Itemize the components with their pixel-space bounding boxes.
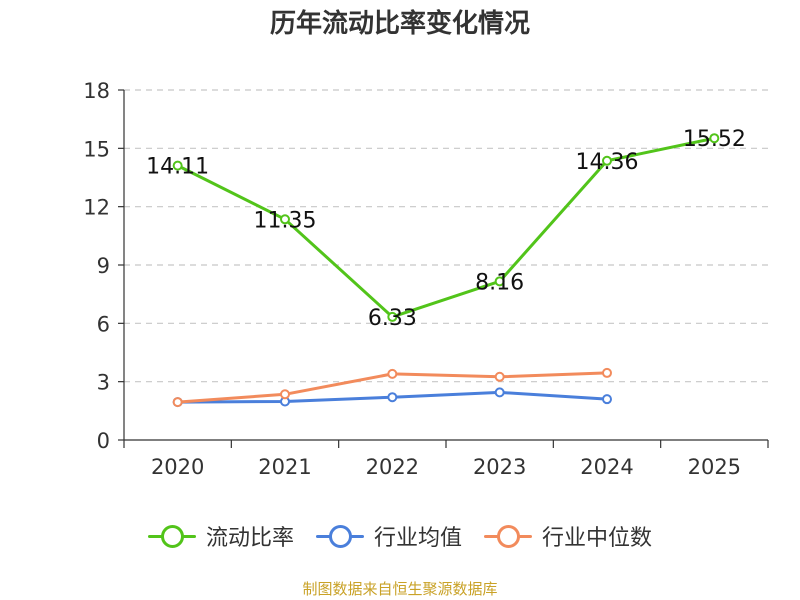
y-tick-label: 6 <box>97 312 110 336</box>
y-tick-label: 12 <box>83 196 110 220</box>
legend-marker-icon <box>147 524 196 548</box>
series-line <box>176 136 716 319</box>
data-point <box>387 311 398 322</box>
y-tick-label: 15 <box>83 137 110 161</box>
data-source-note: 制图数据来自恒生聚源数据库 <box>302 580 498 598</box>
x-tick-label: 2023 <box>473 455 526 479</box>
data-point <box>494 387 505 398</box>
line-chart: 0 3 6 9 12 15 18 2020 2021 2022 2023 2024 2025 14.11 1… <box>83 79 769 479</box>
data-point <box>494 276 505 287</box>
chart-legend: 流动比率 行业均值 行业中位数 <box>0 518 800 554</box>
x-tick-label: 2021 <box>258 455 311 479</box>
legend-item[interactable]: 流动比率 <box>147 520 294 552</box>
x-tick-label: 2025 <box>688 455 741 479</box>
legend-item[interactable]: 行业中位数 <box>484 520 652 552</box>
y-tick-label: 18 <box>83 79 110 103</box>
legend-item[interactable]: 行业均值 <box>315 520 462 552</box>
data-point <box>602 367 612 378</box>
data-point <box>602 155 612 166</box>
data-label: 14.11 <box>146 155 209 180</box>
legend-marker-icon <box>484 524 532 548</box>
data-point <box>602 394 612 405</box>
data-point <box>280 389 290 400</box>
data-point <box>494 371 505 382</box>
data-label: 8.16 <box>475 270 524 295</box>
y-tick-label: 9 <box>97 254 110 278</box>
x-tick-label: 2020 <box>151 455 204 479</box>
data-point <box>172 160 183 171</box>
y-tick-label: 3 <box>97 371 110 395</box>
y-tick-label: 0 <box>97 429 110 453</box>
x-tick-label: 2024 <box>580 455 633 479</box>
legend-label: 行业中位数 <box>542 526 653 551</box>
x-tick-label: 2022 <box>366 455 419 479</box>
data-label: 11.35 <box>254 208 317 233</box>
legend-label: 流动比率 <box>205 526 294 551</box>
data-point <box>387 368 398 379</box>
data-point <box>280 214 290 225</box>
legend-marker-icon <box>315 524 364 548</box>
data-label: 14.36 <box>576 150 639 175</box>
legend-label: 行业均值 <box>373 526 462 551</box>
data-point <box>172 397 183 408</box>
data-point <box>387 392 398 403</box>
chart-title: 历年流动比率变化情况 <box>269 9 530 39</box>
data-point <box>709 133 720 144</box>
data-label: 15.52 <box>683 127 746 152</box>
data-label: 6.33 <box>368 306 417 331</box>
